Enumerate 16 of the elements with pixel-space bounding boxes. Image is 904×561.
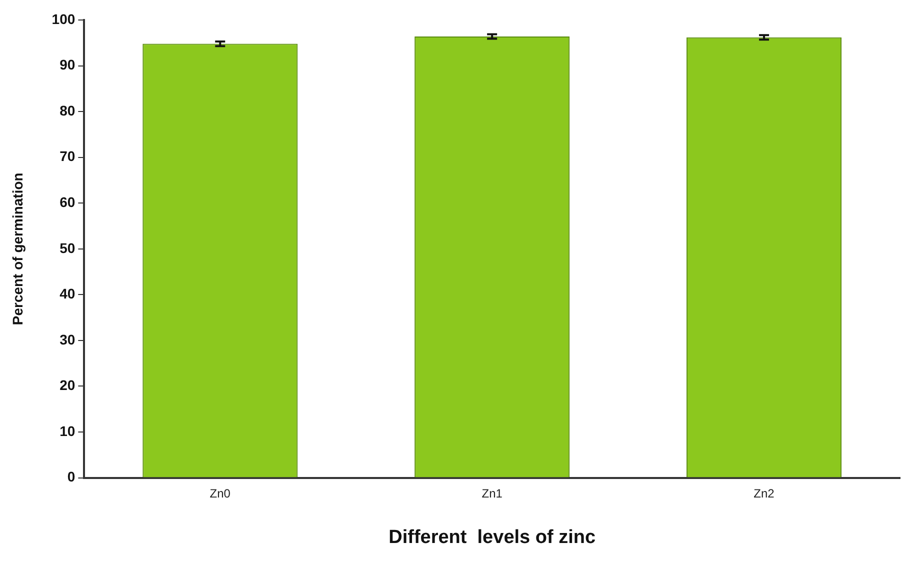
x-tick-label: Zn1 bbox=[482, 486, 503, 500]
y-tick-label: 30 bbox=[60, 331, 76, 348]
y-tick-label: 40 bbox=[60, 286, 76, 302]
x-axis-title: Different levels of zinc bbox=[388, 526, 596, 548]
y-tick-label: 50 bbox=[60, 240, 76, 256]
y-tick-label: 20 bbox=[60, 377, 76, 394]
y-tick-label: 90 bbox=[60, 56, 76, 73]
y-tick-label: 0 bbox=[67, 468, 76, 485]
x-tick-label: Zn2 bbox=[754, 486, 775, 500]
x-tick-label: Zn0 bbox=[210, 486, 231, 500]
y-tick-label: 100 bbox=[52, 10, 76, 27]
y-tick-label: 70 bbox=[60, 148, 76, 164]
y-axis-title: Percent of germination bbox=[9, 172, 26, 326]
y-tick-label: 10 bbox=[60, 422, 76, 439]
y-tick-label: 80 bbox=[60, 102, 76, 118]
y-tick-label: 60 bbox=[60, 194, 76, 210]
